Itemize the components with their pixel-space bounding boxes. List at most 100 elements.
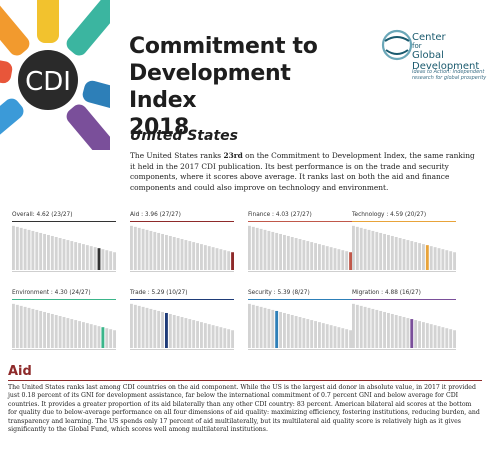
bar [310, 242, 314, 270]
publisher-tagline: Ideas to Action: Independent research fo… [412, 69, 487, 81]
chart-accent-finance [248, 221, 352, 222]
bar [337, 327, 341, 348]
globe-icon [381, 29, 413, 61]
bar [349, 330, 352, 348]
bar [23, 228, 27, 270]
bar [223, 328, 227, 348]
bar [82, 322, 85, 348]
bar [371, 230, 375, 270]
bar [27, 307, 31, 348]
bar [390, 235, 394, 270]
bar [445, 328, 449, 348]
bar [196, 321, 199, 348]
bar [422, 322, 425, 348]
bar [54, 315, 58, 348]
bar [379, 232, 383, 270]
chart-bars-aid [130, 225, 234, 270]
bar [109, 251, 113, 270]
bar [207, 324, 211, 348]
bar [402, 317, 406, 348]
bar [394, 237, 398, 270]
bar [283, 234, 286, 270]
bar [321, 323, 325, 348]
bar [15, 304, 19, 348]
bar [387, 312, 390, 348]
bar [418, 321, 421, 348]
bar [184, 318, 188, 348]
bar [306, 241, 310, 270]
aid-divider [8, 380, 482, 381]
chart-bars-overall [12, 225, 116, 270]
bar [93, 247, 97, 270]
bar [379, 310, 383, 348]
bar [130, 303, 133, 348]
bar [70, 319, 74, 348]
bar [383, 311, 386, 348]
bar [375, 231, 379, 270]
bar [192, 242, 196, 270]
chart-aid: Aid : 3.96 (27/27) [130, 212, 238, 274]
bar [352, 225, 355, 270]
chart-technology: Technology : 4.59 (20/27) [352, 212, 460, 274]
bar [180, 317, 184, 348]
publisher-name: Center for Global Development [412, 32, 486, 72]
bar [188, 241, 192, 270]
highlight-bar [349, 252, 352, 270]
bar [359, 305, 363, 348]
bar [141, 228, 145, 270]
chart-bars-migration [352, 303, 456, 348]
bar [85, 323, 89, 348]
highlight-bar [165, 312, 168, 348]
bar [414, 242, 418, 270]
bar [93, 325, 97, 348]
bar [133, 226, 137, 270]
cgd-logo: Center for Global Development Ideas to A… [380, 28, 486, 88]
bar [43, 233, 46, 270]
bar [298, 239, 302, 270]
chart-label-technology: Technology : 4.59 (20/27) [352, 212, 427, 218]
bar [429, 246, 433, 270]
bar [168, 313, 172, 348]
bar [227, 251, 231, 270]
bar [43, 311, 46, 348]
chart-baseline-overall [12, 271, 116, 272]
publisher-name-2: for [412, 42, 422, 50]
bar [109, 329, 113, 348]
chart-accent-security [248, 299, 352, 300]
bar [141, 306, 145, 348]
bar [74, 320, 78, 348]
bar [145, 307, 149, 348]
highlight-bar [97, 248, 101, 270]
bar [130, 225, 133, 270]
bar [248, 225, 251, 270]
bar [161, 311, 164, 348]
bar [219, 249, 223, 270]
bar [406, 318, 410, 348]
bar [74, 242, 78, 270]
bar [47, 234, 50, 270]
bar [394, 315, 398, 348]
chart-label-environment: Environment : 4.30 (24/27) [12, 290, 91, 296]
chart-bars-finance [248, 225, 352, 270]
chart-accent-environment [12, 299, 116, 300]
highlight-bar [410, 319, 414, 348]
bar [263, 229, 267, 270]
title-line-3: 2018 [129, 115, 190, 140]
chart-baseline-migration [352, 349, 456, 350]
bar [310, 320, 314, 348]
bar [157, 310, 161, 348]
chart-accent-aid [130, 221, 234, 222]
bar [433, 325, 437, 348]
bar [207, 246, 211, 270]
chart-baseline-technology [352, 271, 456, 272]
bar [31, 230, 35, 270]
bar [35, 231, 39, 270]
bar [211, 247, 215, 270]
bar [453, 330, 456, 348]
bar [341, 250, 345, 270]
bar [196, 243, 199, 270]
bar [390, 313, 394, 348]
highlight-bar [275, 310, 279, 348]
bar [298, 317, 302, 348]
bar [248, 303, 251, 348]
